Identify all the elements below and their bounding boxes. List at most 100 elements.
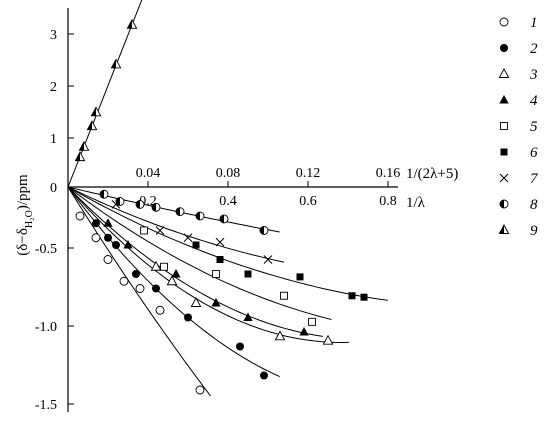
x-lower-tick-label: 0.8 bbox=[379, 194, 397, 209]
data-point-series-9 bbox=[74, 151, 86, 162]
data-point-series-3 bbox=[150, 260, 162, 271]
legend-label-series-4: 4 bbox=[530, 93, 538, 109]
legend-marker-series-9 bbox=[498, 224, 510, 234]
legend-marker-series-6 bbox=[500, 148, 508, 156]
data-point-series-8 bbox=[115, 197, 125, 206]
data-point-series-9 bbox=[126, 18, 138, 29]
legend-label-series-1: 1 bbox=[530, 15, 538, 31]
x-ticks bbox=[147, 181, 389, 187]
data-point-series-1 bbox=[135, 284, 145, 293]
legend-marker-series-7 bbox=[499, 173, 509, 183]
fit-curve-series-7 bbox=[67, 186, 285, 263]
data-point-series-9 bbox=[86, 120, 98, 131]
data-point-series-2 bbox=[236, 342, 244, 351]
data-point-series-3 bbox=[190, 297, 202, 307]
data-point-series-2 bbox=[112, 241, 120, 249]
x-upper-tick-label: 0.08 bbox=[216, 166, 241, 181]
legend-label-series-8: 8 bbox=[530, 197, 538, 213]
data-point-series-3 bbox=[166, 275, 178, 286]
data-point-series-5 bbox=[160, 262, 168, 271]
data-point-series-2 bbox=[260, 371, 268, 380]
legend-label-series-5: 5 bbox=[530, 119, 538, 135]
data-point-series-4 bbox=[243, 312, 253, 321]
x-upper-tick-labels: 0.04 0.08 0.12 0.16 bbox=[136, 166, 401, 181]
data-point-series-8 bbox=[195, 211, 205, 221]
y-tick-label: -1.5 bbox=[35, 398, 57, 413]
legend-label-series-2: 2 bbox=[530, 41, 538, 57]
data-point-series-6 bbox=[360, 293, 368, 301]
x-lower-tick-label: 0.6 bbox=[299, 194, 317, 209]
data-point-series-8 bbox=[99, 189, 109, 199]
x-upper-tick-label: 0.12 bbox=[296, 166, 321, 181]
fit-curves bbox=[67, 0, 388, 397]
fit-curve-series-1 bbox=[67, 186, 211, 397]
data-point-series-4 bbox=[211, 298, 221, 307]
legend-marker-series-4 bbox=[499, 95, 509, 104]
legend-label-series-6: 6 bbox=[530, 145, 538, 161]
data-point-series-8 bbox=[219, 214, 229, 224]
legend-label-series-7: 7 bbox=[530, 171, 539, 187]
data-point-series-3 bbox=[322, 334, 334, 345]
data-point-series-4 bbox=[103, 218, 113, 227]
data-point-series-1 bbox=[119, 276, 129, 286]
legend: 1 2 3 4 5 6 7 8 9 bbox=[498, 15, 539, 239]
fit-curve-series-5 bbox=[67, 186, 332, 320]
y-tick-label: -1.0 bbox=[35, 320, 57, 335]
data-point-series-9 bbox=[78, 140, 90, 151]
y-ticks bbox=[68, 33, 74, 405]
fit-curve-series-6 bbox=[67, 186, 388, 301]
data-point-series-5 bbox=[140, 226, 148, 235]
y-axis-title: (δ−δH₂O)/ppm bbox=[15, 174, 35, 256]
data-point-series-6 bbox=[216, 256, 224, 263]
data-point-series-1 bbox=[91, 233, 101, 243]
y-tick-label: 3 bbox=[50, 28, 57, 43]
data-point-series-1 bbox=[155, 305, 165, 315]
data-point-series-3 bbox=[274, 330, 286, 341]
data-point-series-4 bbox=[123, 240, 133, 249]
data-point-series-9 bbox=[110, 58, 122, 69]
data-point-series-2 bbox=[132, 270, 140, 278]
data-point-series-2 bbox=[152, 284, 160, 293]
legend-label-series-9: 9 bbox=[530, 223, 538, 239]
data-points bbox=[74, 18, 368, 395]
y-tick-label: -0.5 bbox=[35, 242, 57, 257]
data-point-series-7 bbox=[183, 233, 193, 243]
data-point-series-8 bbox=[151, 202, 161, 212]
x-lower-axis-title: 1/λ bbox=[406, 195, 426, 211]
legend-marker-series-8 bbox=[499, 199, 509, 209]
data-point-series-8 bbox=[259, 226, 269, 235]
data-point-series-5 bbox=[308, 317, 316, 326]
data-point-series-9 bbox=[90, 106, 102, 117]
data-point-series-1 bbox=[75, 211, 85, 221]
data-point-series-2 bbox=[92, 219, 100, 228]
fit-curve-series-4 bbox=[67, 186, 323, 337]
legend-marker-series-3 bbox=[498, 68, 510, 78]
data-point-series-5 bbox=[280, 291, 288, 300]
data-point-series-5 bbox=[212, 270, 220, 278]
y-tick-labels: 3 2 1 0 -0.5 -1.0 -1.5 bbox=[35, 28, 57, 413]
legend-label-series-3: 3 bbox=[529, 67, 538, 83]
data-point-series-4 bbox=[299, 327, 309, 336]
fit-curve-series-2 bbox=[67, 186, 280, 378]
y-tick-label: 2 bbox=[50, 80, 57, 95]
data-point-series-6 bbox=[192, 241, 200, 249]
x-lower-tick-label: 0.4 bbox=[219, 194, 237, 209]
data-point-series-7 bbox=[215, 237, 225, 247]
fit-line-series-9 bbox=[67, 0, 143, 188]
y-tick-label: 1 bbox=[50, 132, 57, 147]
data-point-series-6 bbox=[296, 273, 304, 281]
x-upper-tick-label: 0.04 bbox=[136, 166, 161, 181]
data-point-series-4 bbox=[171, 269, 181, 278]
y-tick-label: 0 bbox=[50, 181, 57, 196]
data-point-series-6 bbox=[244, 270, 252, 278]
legend-marker-series-1 bbox=[499, 17, 509, 27]
legend-marker-series-5 bbox=[500, 122, 508, 130]
legend-marker-series-2 bbox=[500, 44, 508, 52]
data-point-series-2 bbox=[184, 313, 192, 322]
data-point-series-6 bbox=[348, 292, 356, 300]
fit-curve-series-3 bbox=[67, 186, 349, 344]
x-upper-axis-title: 1/(2λ+5) bbox=[406, 166, 458, 182]
data-point-series-1 bbox=[103, 255, 113, 264]
data-point-series-8 bbox=[135, 199, 145, 209]
